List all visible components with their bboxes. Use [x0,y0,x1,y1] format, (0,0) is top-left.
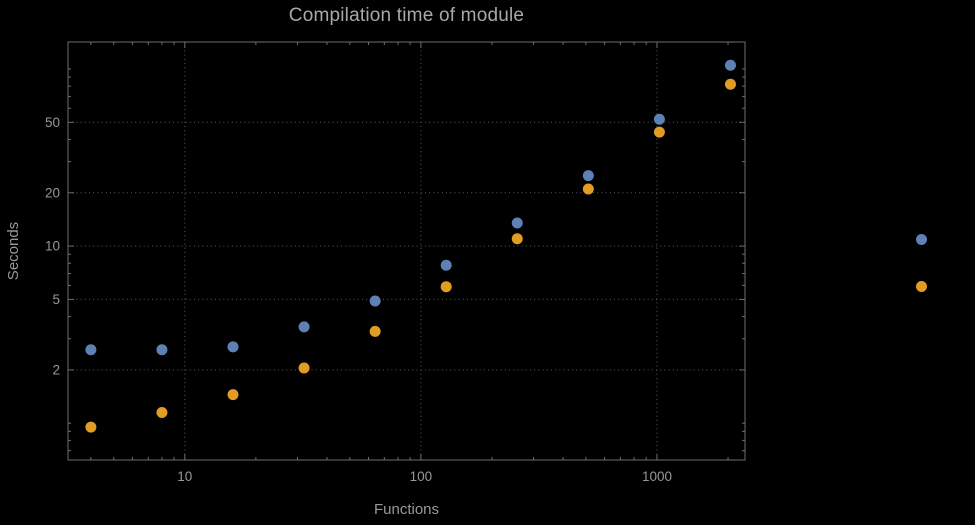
data-point-blue [85,344,97,356]
chart-title: Compilation time of module [288,5,525,26]
x-tick-label: 10 [177,469,192,484]
data-point-blue [440,259,452,271]
data-point-orange [369,325,381,337]
data-point-orange [440,281,452,293]
data-point-blue [582,170,594,182]
x-axis-label: Functions [373,501,440,518]
legend-marker-orange [916,281,927,292]
data-point-blue [511,217,523,229]
data-point-orange [298,362,310,374]
data-point-blue [298,321,310,333]
y-tick-label: 5 [52,292,60,307]
x-tick-label: 1000 [642,469,672,484]
y-tick-label: 50 [45,115,60,130]
legend [916,234,928,294]
data-point-orange [724,78,736,90]
data-point-orange [156,406,168,418]
data-point-blue [156,344,168,356]
data-point-orange [227,389,239,401]
data-point-orange [653,126,665,138]
data-point-blue [227,341,239,353]
data-point-blue [653,113,665,125]
y-tick-label: 10 [45,239,60,254]
data-point-blue [369,295,381,307]
data-point-orange [582,183,594,195]
x-tick-label: 100 [410,469,433,484]
y-tick-label: 20 [45,185,60,200]
y-tick-label: 2 [52,362,60,377]
plot-frame [67,41,746,461]
data-point-orange [85,421,97,433]
data-point-blue [724,59,736,71]
legend-marker-blue [916,234,927,245]
data-point-orange [511,233,523,245]
